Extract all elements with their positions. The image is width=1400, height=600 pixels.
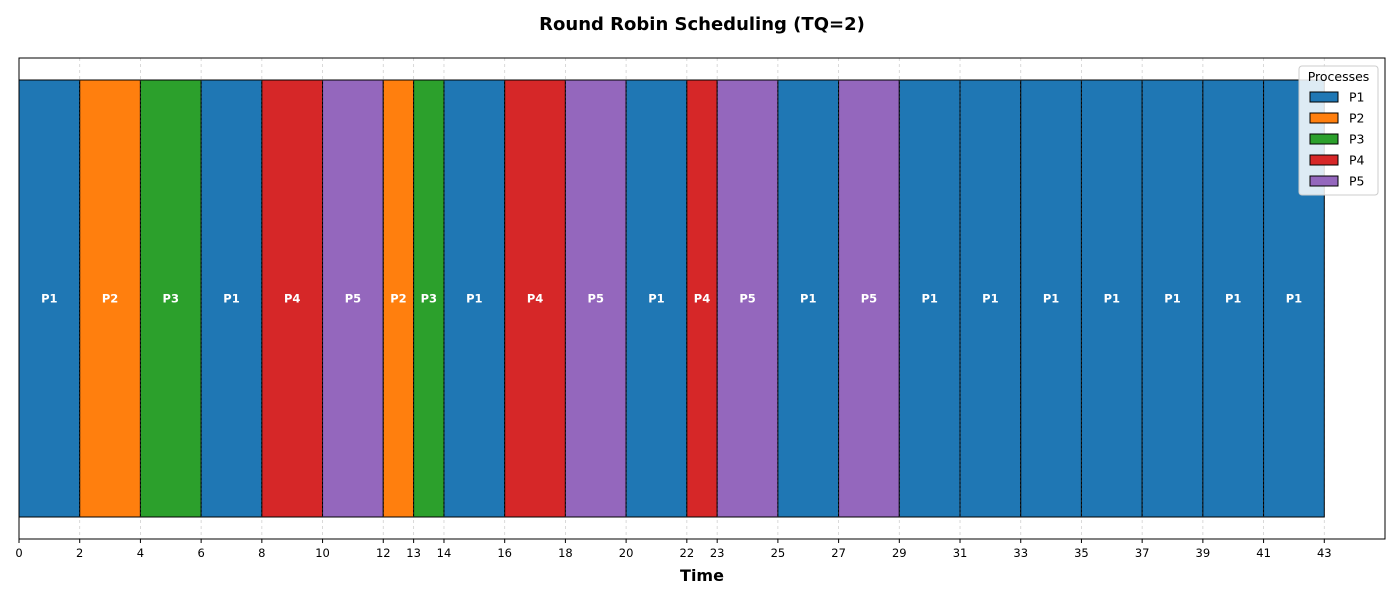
x-tick-label: 10	[315, 546, 330, 560]
x-tick-label: 35	[1074, 546, 1089, 560]
x-tick-label: 39	[1196, 546, 1211, 560]
x-tick-label: 18	[558, 546, 573, 560]
bar-label: P1	[982, 292, 998, 306]
bar-label: P3	[163, 292, 179, 306]
bar-label: P4	[527, 292, 543, 306]
bar-label: P1	[1286, 292, 1302, 306]
bar-label: P1	[800, 292, 816, 306]
bar-segment-p1	[625, 79, 688, 518]
bar-segment-p1	[1202, 79, 1265, 518]
bar-segment-p1	[777, 79, 840, 518]
bar-segment-p5	[564, 79, 627, 518]
bar-segment-p1	[898, 79, 961, 518]
x-tick-label: 37	[1135, 546, 1150, 560]
plot-frame	[18, 57, 1386, 540]
legend: Processes P1 P2 P3 P4 P5	[1298, 65, 1379, 196]
x-tick-label: 0	[15, 546, 22, 560]
bar-segments	[18, 79, 1325, 518]
bar-label: P2	[102, 292, 118, 306]
bar-segment-p5	[322, 79, 384, 518]
bar-label: P1	[1225, 292, 1241, 306]
bar-label: P2	[390, 292, 406, 306]
x-tick-label: 29	[892, 546, 907, 560]
bar-label: P1	[648, 292, 664, 306]
bar-label: P5	[345, 292, 361, 306]
x-tick-label: 43	[1317, 546, 1332, 560]
legend-swatch-p4	[1309, 154, 1339, 166]
bar-segment-p2	[79, 79, 141, 518]
x-tick-label: 33	[1013, 546, 1028, 560]
bar-label: P1	[41, 292, 57, 306]
bar-segment-p1	[443, 79, 506, 518]
bar-segment-p1	[18, 79, 81, 518]
x-tick-label: 25	[771, 546, 786, 560]
legend-swatch-p1	[1309, 91, 1339, 103]
x-tick-label: 22	[680, 546, 695, 560]
bar-segment-p4	[504, 79, 566, 518]
bar-labels: P1 P2 P3 P1 P4 P5 P2 P3 P1 P4 P5 P1 P4 P5 P1 P5 P1 P1 P1 P1…	[41, 80, 1302, 517]
bar-label: P4	[694, 292, 710, 306]
legend-title: Processes	[1308, 69, 1370, 84]
chart-title: Round Robin Scheduling (TQ=2)	[539, 14, 865, 35]
legend-label-p1: P1	[1349, 90, 1365, 105]
x-tick-label: 16	[497, 546, 512, 560]
x-tick-label: 27	[831, 546, 846, 560]
legend-label-p5: P5	[1349, 174, 1365, 189]
bar-segment-p1	[959, 79, 1022, 518]
x-tick-label: 8	[258, 546, 265, 560]
bar-segment-p1	[1080, 79, 1143, 518]
bar-label: P5	[739, 292, 755, 306]
bar-label: P1	[223, 292, 239, 306]
x-tick-label: 4	[137, 546, 144, 560]
bar-segment-p1	[1020, 79, 1082, 518]
bar-segment-p1	[1141, 79, 1204, 518]
legend-items: P1 P2 P3 P4 P5	[1309, 90, 1365, 189]
bar-label: P5	[861, 292, 877, 306]
x-tick-label: 12	[376, 546, 391, 560]
bar-label: P1	[466, 292, 482, 306]
bar-segment-p4	[686, 79, 718, 518]
legend-label-p3: P3	[1349, 132, 1365, 147]
x-tick-label: 14	[437, 546, 452, 560]
bar-segment-p5	[716, 79, 779, 518]
x-axis-label: Time	[680, 566, 724, 585]
x-tick-label: 6	[197, 546, 204, 560]
bar-segment-p3	[139, 79, 202, 518]
x-tick-label: 2	[76, 546, 83, 560]
bar-label: P1	[1104, 292, 1120, 306]
bar-label: P1	[1164, 292, 1180, 306]
bar-segment-p1	[200, 79, 263, 518]
bar-label: P4	[284, 292, 300, 306]
x-tick-label: 20	[619, 546, 634, 560]
legend-swatch-p3	[1309, 133, 1339, 145]
bar-segment-p3	[413, 79, 445, 518]
bar-segment-p4	[261, 79, 324, 518]
bar-label: P1	[1043, 292, 1059, 306]
legend-label-p4: P4	[1349, 153, 1365, 168]
legend-label-p2: P2	[1349, 111, 1365, 126]
x-tick-label: 31	[953, 546, 968, 560]
x-tick-label: 41	[1256, 546, 1271, 560]
bar-segment-p5	[838, 79, 900, 518]
bar-label: P1	[921, 292, 937, 306]
x-tick-label: 23	[710, 546, 725, 560]
legend-swatch-p5	[1309, 175, 1339, 187]
bar-label: P5	[588, 292, 604, 306]
legend-swatch-p2	[1309, 112, 1339, 124]
x-tick-label: 13	[406, 546, 421, 560]
bar-segment-p2	[382, 79, 415, 518]
x-axis-ticks: 0 2 4 6 8 10 12 13 14 16 18 20 22 23 25 27 29 31 33 35 37 39 4…	[15, 539, 1332, 560]
bar-label: P3	[421, 292, 437, 306]
